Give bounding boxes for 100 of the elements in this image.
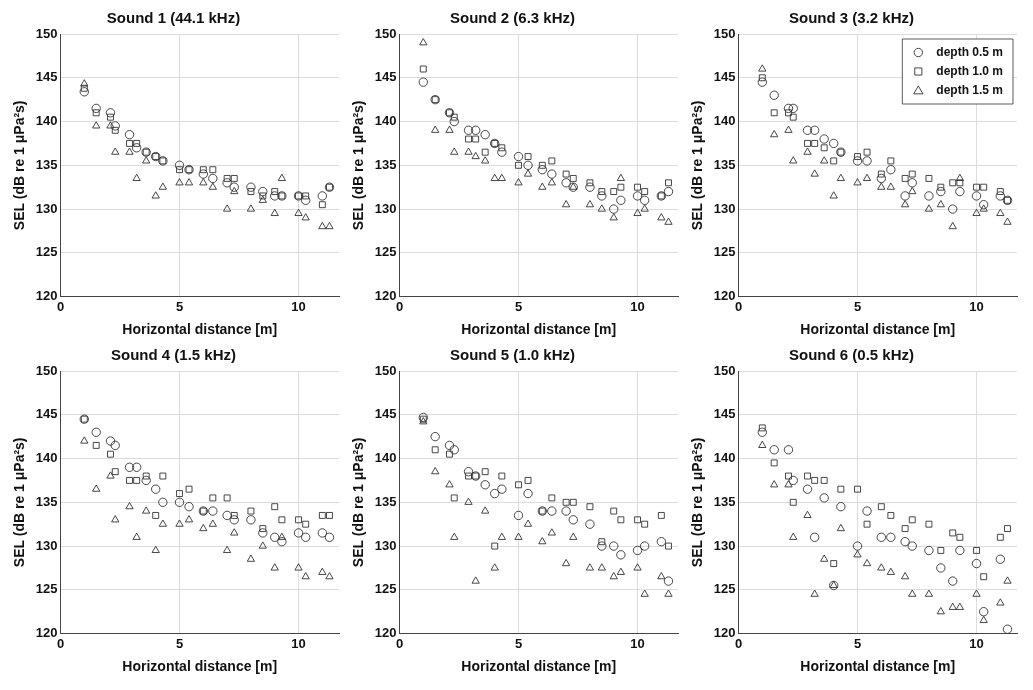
point [107,450,114,458]
point [107,113,114,121]
y-tick-label: 145 [374,69,397,85]
point [523,519,533,527]
point [907,541,917,551]
x-tick-label: 10 [969,298,984,314]
point [230,528,239,536]
point [80,436,89,444]
point [810,532,820,542]
point [222,510,232,521]
point [523,169,533,177]
point [497,173,506,181]
point [548,494,556,502]
y-tick-label: 125 [713,244,736,260]
point [819,493,829,503]
point [758,424,766,432]
point [562,200,571,208]
legend-label: depth 0.5 m [936,44,1004,59]
point [956,533,964,541]
point [450,532,459,540]
y-tick-label: 135 [35,493,58,509]
y-tick-label: 135 [35,156,58,172]
point [948,576,958,586]
point [956,179,964,187]
y-tick-label: 150 [713,362,736,378]
point [908,186,917,195]
chart-title: Sound 4 (1.5 kHz) [110,346,237,364]
point [886,182,895,190]
x-tick-label: 0 [734,298,743,314]
point [877,503,885,511]
point [258,528,268,538]
point [996,208,1005,216]
point [208,173,218,184]
point [973,547,980,554]
point [151,191,160,199]
point [886,165,896,175]
point [597,563,606,571]
y-tick-label: 135 [713,156,736,172]
point [586,503,594,511]
point [222,178,232,188]
y-axis-title: SEL (dB re 1 μPa²s) [11,100,28,231]
point [247,507,255,515]
x-tick-label: 10 [630,298,645,314]
y-tick-label: 130 [374,537,397,553]
y-tick-label: 120 [713,625,736,641]
point [901,572,910,580]
point [419,65,427,73]
point [811,140,819,147]
point [480,480,490,490]
chart-title: Sound 2 (6.3 kHz) [449,9,576,27]
point [561,178,571,188]
point [924,191,934,201]
point [900,537,910,547]
point [498,144,506,152]
point [175,178,184,186]
point [91,427,101,437]
point [665,179,672,187]
chart-title: Sound 6 (0.5 kHz) [788,346,915,364]
point [852,156,863,166]
point [955,545,965,556]
point [616,195,626,205]
point [481,156,490,164]
point [464,147,473,155]
point [995,191,1005,201]
y-axis-title: SEL (dB re 1 μPa²s) [689,437,706,568]
point [294,563,303,571]
point [301,532,311,542]
point [302,192,310,200]
point [106,471,115,479]
point [585,519,595,529]
point [326,512,333,519]
point [948,221,957,230]
point [431,446,439,454]
chart-title: Sound 1 (44.1 kHz) [106,9,241,27]
point [523,160,533,170]
x-tick-label: 5 [175,635,184,651]
point [270,563,279,571]
point [497,532,506,540]
point [996,188,1004,195]
point [789,532,798,540]
point [208,182,217,190]
point [199,523,208,532]
y-tick-label: 120 [35,625,58,641]
point [585,200,595,208]
point [979,200,989,210]
point [132,532,141,540]
point [955,602,964,610]
point [258,186,268,197]
point [770,480,779,488]
point [158,497,168,507]
point [258,195,267,203]
point [463,467,474,477]
point [633,208,642,216]
point [908,516,916,524]
x-tick-label: 5 [853,635,862,651]
point [887,157,895,165]
point [811,477,819,484]
point [223,204,232,212]
point [209,166,217,174]
point [142,472,150,480]
